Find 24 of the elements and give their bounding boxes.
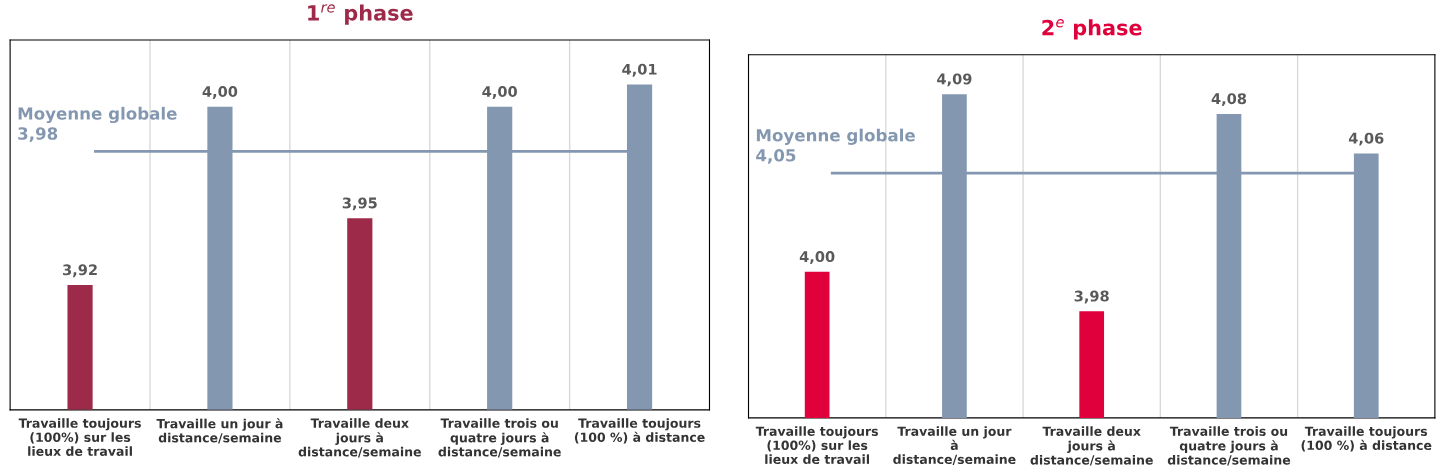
x-tick-label: Travaille toujours (100 %) à distance [1301,426,1432,452]
ref-line-label: Moyenne globale 4,05 [756,128,915,164]
x-tick-label: Travaille un jour à distance/semaine [893,426,1016,466]
x-tick-label: Travaille toujours (100%) sur les lieux de travail [18,418,141,456]
chart-title: 2$^{e}$ phase [1042,19,1142,40]
data-label: 4,09 [937,73,972,87]
data-label: 4,00 [799,251,835,264]
ref-line-label: Moyenne globale 3,98 [18,106,177,142]
chart-title: 1$^{re}$ phase [308,4,413,25]
x-tick-label: Travaille trois ou quatre jours à distance/semaine [438,418,561,458]
data-label: 4,08 [1211,93,1247,107]
data-label: 3,98 [1074,290,1109,304]
data-label: 4,01 [622,63,657,77]
data-label: 4,00 [202,86,238,99]
x-tick-label: Travaille un jour à distance/semaine [156,418,283,444]
x-tick-label: Travaille trois ou quatre jours à distance/semaine [1167,426,1291,466]
x-tick-label: Travaille deux jours à distance/semaine [1030,426,1153,466]
data-label: 3,92 [63,264,97,278]
x-tick-label: Travaille toujours (100%) sur les lieux de travail [755,426,878,465]
x-tick-label: Travaille toujours (100 %) à distance [574,418,705,444]
data-label: 4,06 [1348,132,1384,146]
data-label: 4,00 [482,86,517,99]
x-tick-label: Travaille deux jours à distance/semaine [298,418,421,458]
data-label: 3,95 [342,197,377,211]
